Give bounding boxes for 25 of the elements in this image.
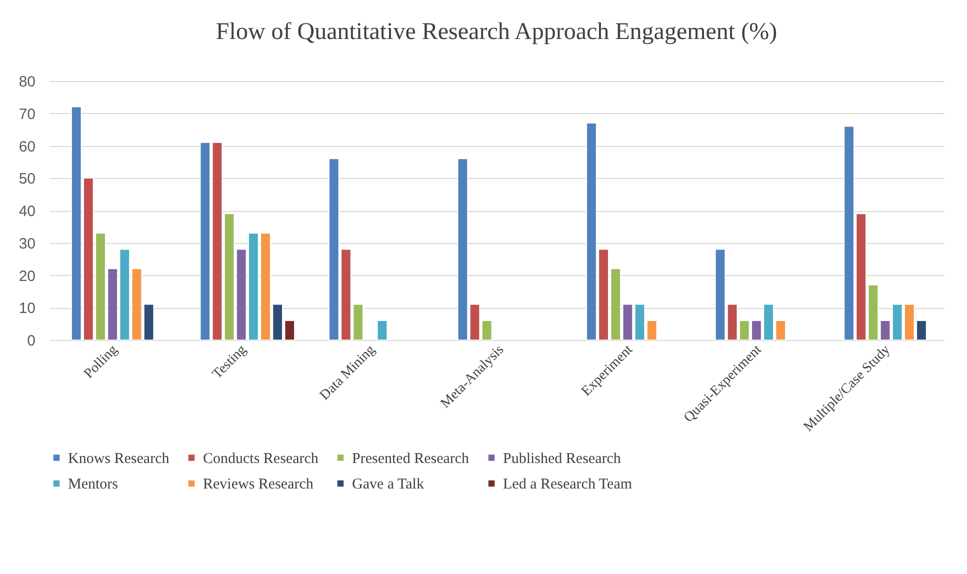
y-tick-label: 50 [18, 170, 36, 188]
legend-label: Conducts Research [203, 450, 319, 467]
legend-label: Mentors [68, 476, 118, 492]
chart-title: Flow of Quantitative Research Approach Engagement (%) [216, 19, 778, 45]
y-tick-label: 20 [18, 268, 36, 285]
bar [586, 122, 597, 340]
bar [352, 304, 364, 340]
bar [95, 232, 106, 340]
bar [260, 232, 271, 340]
legend-label: Published Research [503, 450, 622, 467]
legend-label: Gave a Talk [352, 476, 424, 492]
legend-label: Presented Research [352, 450, 470, 467]
y-tick-label: 0 [27, 332, 36, 350]
bar [328, 158, 340, 340]
legend-label: Led a Research Team [503, 476, 632, 492]
y-tick-label: 70 [18, 106, 36, 123]
y-tick-label: 30 [18, 235, 36, 252]
bar [376, 320, 388, 340]
legend-label: Reviews Research [203, 476, 314, 492]
y-tick-label: 80 [18, 74, 36, 90]
y-tick-label: 40 [18, 203, 36, 220]
y-tick-label: 10 [18, 300, 36, 318]
y-tick-label: 60 [18, 138, 36, 156]
bar [340, 248, 352, 340]
legend-label: Knows Research [68, 450, 170, 467]
